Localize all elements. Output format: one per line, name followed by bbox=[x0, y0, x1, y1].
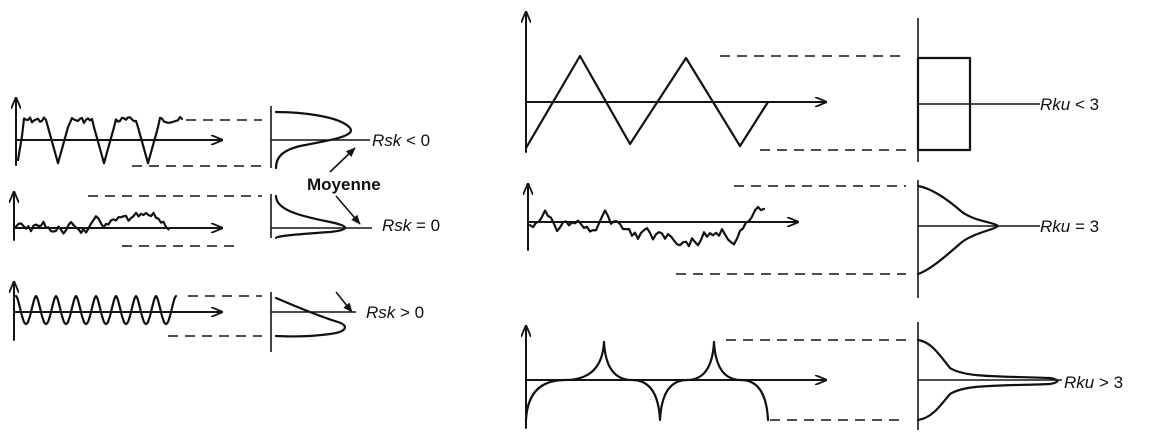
left-panel-skewness: Rsk < 0 Moyenne Rsk = 0 bbox=[14, 97, 440, 352]
right-panel-kurtosis: Rku < 3 Rku = 3 Rku > 3 bbox=[524, 11, 1123, 430]
rku-low-row: Rku < 3 bbox=[524, 11, 1099, 162]
profile-signal-negative-skew bbox=[16, 116, 184, 165]
distribution-curve-peaked bbox=[916, 338, 1059, 422]
profile-signal-triangular bbox=[524, 54, 770, 150]
rku-high-row: Rku > 3 bbox=[526, 322, 1123, 430]
profile-signal-cusps bbox=[524, 340, 770, 422]
distribution-curve-symmetric bbox=[274, 194, 347, 240]
rsk-zero-row: Rsk = 0 bbox=[14, 191, 440, 247]
distribution-curve-positive-skew bbox=[274, 296, 347, 338]
mean-annotation-label: Moyenne bbox=[307, 175, 381, 194]
mean-annotation: Moyenne bbox=[307, 147, 381, 225]
rku-low-label: Rku < 3 bbox=[1040, 95, 1099, 114]
profile-signal-random bbox=[528, 205, 766, 248]
rku-normal-row: Rku = 3 bbox=[528, 180, 1099, 298]
mean-pointer-arrow-up bbox=[329, 147, 356, 173]
profile-signal-symmetric bbox=[14, 211, 170, 235]
distribution-curve-gaussian bbox=[916, 184, 1000, 276]
mean-pointer-arrow bbox=[335, 291, 353, 313]
mean-pointer-arrow-down bbox=[335, 195, 361, 225]
rsk-positive-label: Rsk > 0 bbox=[366, 303, 424, 322]
rsk-positive-row: Rsk > 0 bbox=[14, 281, 424, 352]
distribution-curve-negative-skew bbox=[274, 110, 353, 170]
rku-high-label: Rku > 3 bbox=[1064, 373, 1123, 392]
rku-normal-label: Rku = 3 bbox=[1040, 217, 1099, 236]
rsk-zero-label: Rsk = 0 bbox=[382, 216, 440, 235]
rsk-negative-label: Rsk < 0 bbox=[372, 131, 430, 150]
profile-signal-positive-skew bbox=[14, 294, 178, 326]
rsk-negative-row: Rsk < 0 bbox=[16, 97, 430, 170]
